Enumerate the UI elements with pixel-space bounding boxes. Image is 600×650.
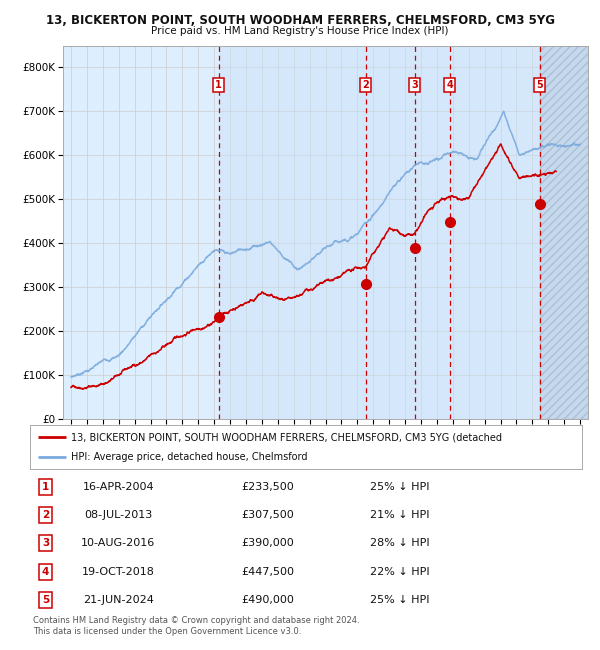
Text: 3: 3 [412, 80, 418, 90]
Text: 28% ↓ HPI: 28% ↓ HPI [370, 538, 430, 549]
Text: 1: 1 [42, 482, 49, 491]
Text: £490,000: £490,000 [241, 595, 294, 605]
Text: Contains HM Land Registry data © Crown copyright and database right 2024.: Contains HM Land Registry data © Crown c… [33, 616, 359, 625]
Text: 1: 1 [215, 80, 222, 90]
Text: 16-APR-2004: 16-APR-2004 [83, 482, 154, 491]
Text: 25% ↓ HPI: 25% ↓ HPI [370, 595, 430, 605]
Text: 13, BICKERTON POINT, SOUTH WOODHAM FERRERS, CHELMSFORD, CM3 5YG (detached: 13, BICKERTON POINT, SOUTH WOODHAM FERRE… [71, 432, 502, 442]
Text: £390,000: £390,000 [241, 538, 294, 549]
Text: 10-AUG-2016: 10-AUG-2016 [81, 538, 155, 549]
Text: £233,500: £233,500 [241, 482, 294, 491]
Text: 5: 5 [42, 595, 49, 605]
Text: 4: 4 [446, 80, 453, 90]
Text: 2: 2 [42, 510, 49, 520]
Bar [540, 46, 588, 419]
Text: 5: 5 [536, 80, 543, 90]
Text: 2: 2 [362, 80, 369, 90]
Text: £307,500: £307,500 [241, 510, 294, 520]
Text: £447,500: £447,500 [241, 567, 294, 577]
Text: 13, BICKERTON POINT, SOUTH WOODHAM FERRERS, CHELMSFORD, CM3 5YG: 13, BICKERTON POINT, SOUTH WOODHAM FERRE… [46, 14, 554, 27]
Bar [540, 46, 588, 419]
Text: HPI: Average price, detached house, Chelmsford: HPI: Average price, detached house, Chel… [71, 452, 308, 462]
Text: 08-JUL-2013: 08-JUL-2013 [84, 510, 152, 520]
Text: 3: 3 [42, 538, 49, 549]
Text: 21-JUN-2024: 21-JUN-2024 [83, 595, 154, 605]
Text: 21% ↓ HPI: 21% ↓ HPI [370, 510, 430, 520]
Text: 25% ↓ HPI: 25% ↓ HPI [370, 482, 430, 491]
Text: 19-OCT-2018: 19-OCT-2018 [82, 567, 155, 577]
Text: 4: 4 [42, 567, 49, 577]
Text: Price paid vs. HM Land Registry's House Price Index (HPI): Price paid vs. HM Land Registry's House … [151, 26, 449, 36]
Text: This data is licensed under the Open Government Licence v3.0.: This data is licensed under the Open Gov… [33, 627, 301, 636]
Bar [219, 46, 540, 419]
Text: 22% ↓ HPI: 22% ↓ HPI [370, 567, 430, 577]
